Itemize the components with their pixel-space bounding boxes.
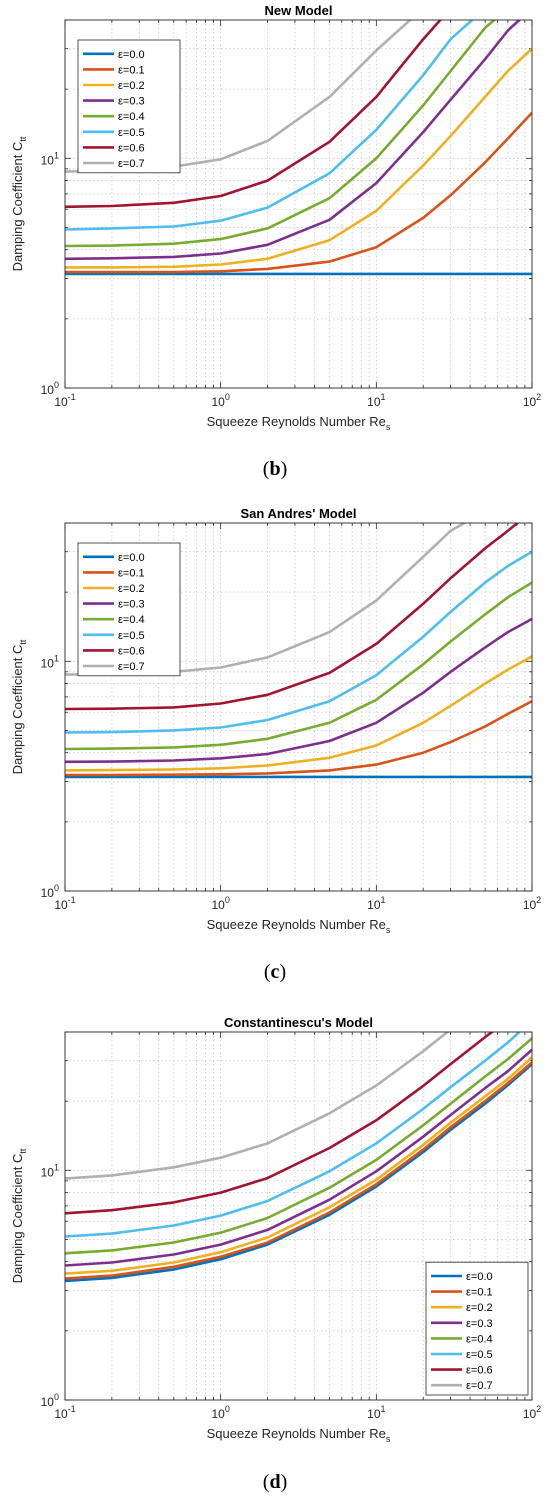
x-tick-label: 102	[523, 895, 541, 912]
series-line-0	[65, 1063, 532, 1283]
series-line-1	[65, 1061, 532, 1280]
legend-label-7: ε=0.7	[466, 1380, 493, 1392]
y-tick-label: 101	[41, 1162, 59, 1179]
panel-caption: (d)	[263, 1471, 287, 1493]
panel-caption: (b)	[263, 458, 287, 480]
legend-label-4: ε=0.4	[466, 1333, 493, 1345]
series-line-6	[65, 1032, 495, 1215]
y-tick-label: 100	[41, 883, 59, 900]
legend-label-1: ε=0.1	[118, 567, 145, 579]
series-lines	[65, 523, 532, 779]
y-tick-label: 100	[41, 380, 59, 397]
legend-label-1: ε=0.1	[118, 64, 145, 76]
legend-label-4: ε=0.4	[118, 614, 145, 626]
legend-label-5: ε=0.5	[118, 630, 145, 642]
series-line-4	[65, 581, 532, 751]
legend-label-3: ε=0.3	[118, 599, 145, 611]
legend-label-0: ε=0.0	[466, 1271, 493, 1283]
series-line-1	[65, 700, 532, 777]
x-tick-label: 10-1	[54, 392, 75, 409]
series-line-6	[65, 523, 520, 711]
axes-box	[64, 19, 533, 389]
series-line-4	[65, 1037, 532, 1255]
series-line-2	[65, 655, 532, 772]
series-line-4	[65, 20, 497, 248]
series-line-3	[65, 1048, 532, 1267]
legend-label-5: ε=0.5	[466, 1349, 493, 1361]
legend-label-2: ε=0.2	[118, 583, 145, 595]
series-line-3	[65, 20, 522, 261]
chart-title: San Andres' Model	[240, 506, 356, 521]
y-tick-label: 101	[41, 150, 59, 167]
legend-label-4: ε=0.4	[118, 111, 145, 123]
legend-label-1: ε=0.1	[466, 1287, 493, 1299]
x-tick-label: 102	[523, 1404, 541, 1421]
legend-box	[77, 39, 181, 174]
y-axis-label: Damping Coefficient Ctt	[10, 1148, 28, 1283]
x-tick-label: 101	[367, 1404, 385, 1421]
x-tick-label: 100	[211, 895, 229, 912]
panel-caption: (c)	[264, 961, 286, 983]
x-tick-label: 100	[211, 1404, 229, 1421]
axes-box	[64, 522, 533, 892]
legend-label-6: ε=0.6	[118, 142, 145, 154]
x-tick-label: 101	[367, 392, 385, 409]
legend: ε=0.0 ε=0.1 ε=0.2 ε=0.3 ε=0.4 ε=0.5 ε=0.6 ε=0.7	[425, 1261, 529, 1396]
series-line-5	[65, 550, 532, 734]
x-tick-label: 10-1	[54, 1404, 75, 1421]
legend: ε=0.0 ε=0.1 ε=0.2 ε=0.3 ε=0.4 ε=0.5 ε=0.6 ε=0.7	[77, 39, 181, 174]
y-axis-label: Damping Coefficient Ctt	[10, 639, 28, 774]
y-axis-label: Damping Coefficient Ctt	[10, 136, 28, 271]
x-axis-label: Squeeze Reynolds Number Res	[207, 917, 391, 935]
chart-title: New Model	[265, 3, 333, 18]
axes-box	[64, 1031, 533, 1401]
legend-box	[425, 1261, 529, 1396]
chart-title: Constantinescu's Model	[224, 1015, 373, 1030]
y-tick-label: 101	[41, 653, 59, 670]
series-line-2	[65, 47, 532, 269]
series-line-5	[65, 20, 474, 231]
legend: ε=0.0 ε=0.1 ε=0.2 ε=0.3 ε=0.4 ε=0.5 ε=0.6 ε=0.7	[77, 542, 181, 677]
series-line-3	[65, 617, 532, 764]
legend-label-5: ε=0.5	[118, 127, 145, 139]
x-axis-label: Squeeze Reynolds Number Res	[207, 1426, 391, 1444]
legend-label-2: ε=0.2	[118, 80, 145, 92]
legend-label-7: ε=0.7	[118, 158, 145, 170]
series-line-6	[65, 20, 442, 209]
legend-label-3: ε=0.3	[118, 96, 145, 108]
legend-label-7: ε=0.7	[118, 661, 145, 673]
x-tick-label: 100	[211, 392, 229, 409]
legend-label-6: ε=0.6	[118, 645, 145, 657]
series-line-5	[65, 1032, 522, 1238]
legend-label-0: ε=0.0	[118, 552, 145, 564]
series-lines	[65, 1032, 532, 1283]
legend-label-0: ε=0.0	[118, 49, 145, 61]
x-axis-label: Squeeze Reynolds Number Res	[207, 414, 391, 432]
tick-marks	[64, 1031, 533, 1401]
legend-box	[77, 542, 181, 677]
x-tick-label: 101	[367, 895, 385, 912]
x-tick-label: 102	[523, 392, 541, 409]
series-line-2	[65, 1056, 532, 1275]
legend-label-6: ε=0.6	[466, 1365, 493, 1377]
y-tick-label: 100	[41, 1392, 59, 1409]
x-tick-label: 10-1	[54, 895, 75, 912]
series-line-1	[65, 111, 532, 274]
legend-label-2: ε=0.2	[466, 1302, 493, 1314]
legend-label-3: ε=0.3	[466, 1318, 493, 1330]
series-line-7	[65, 1032, 450, 1180]
